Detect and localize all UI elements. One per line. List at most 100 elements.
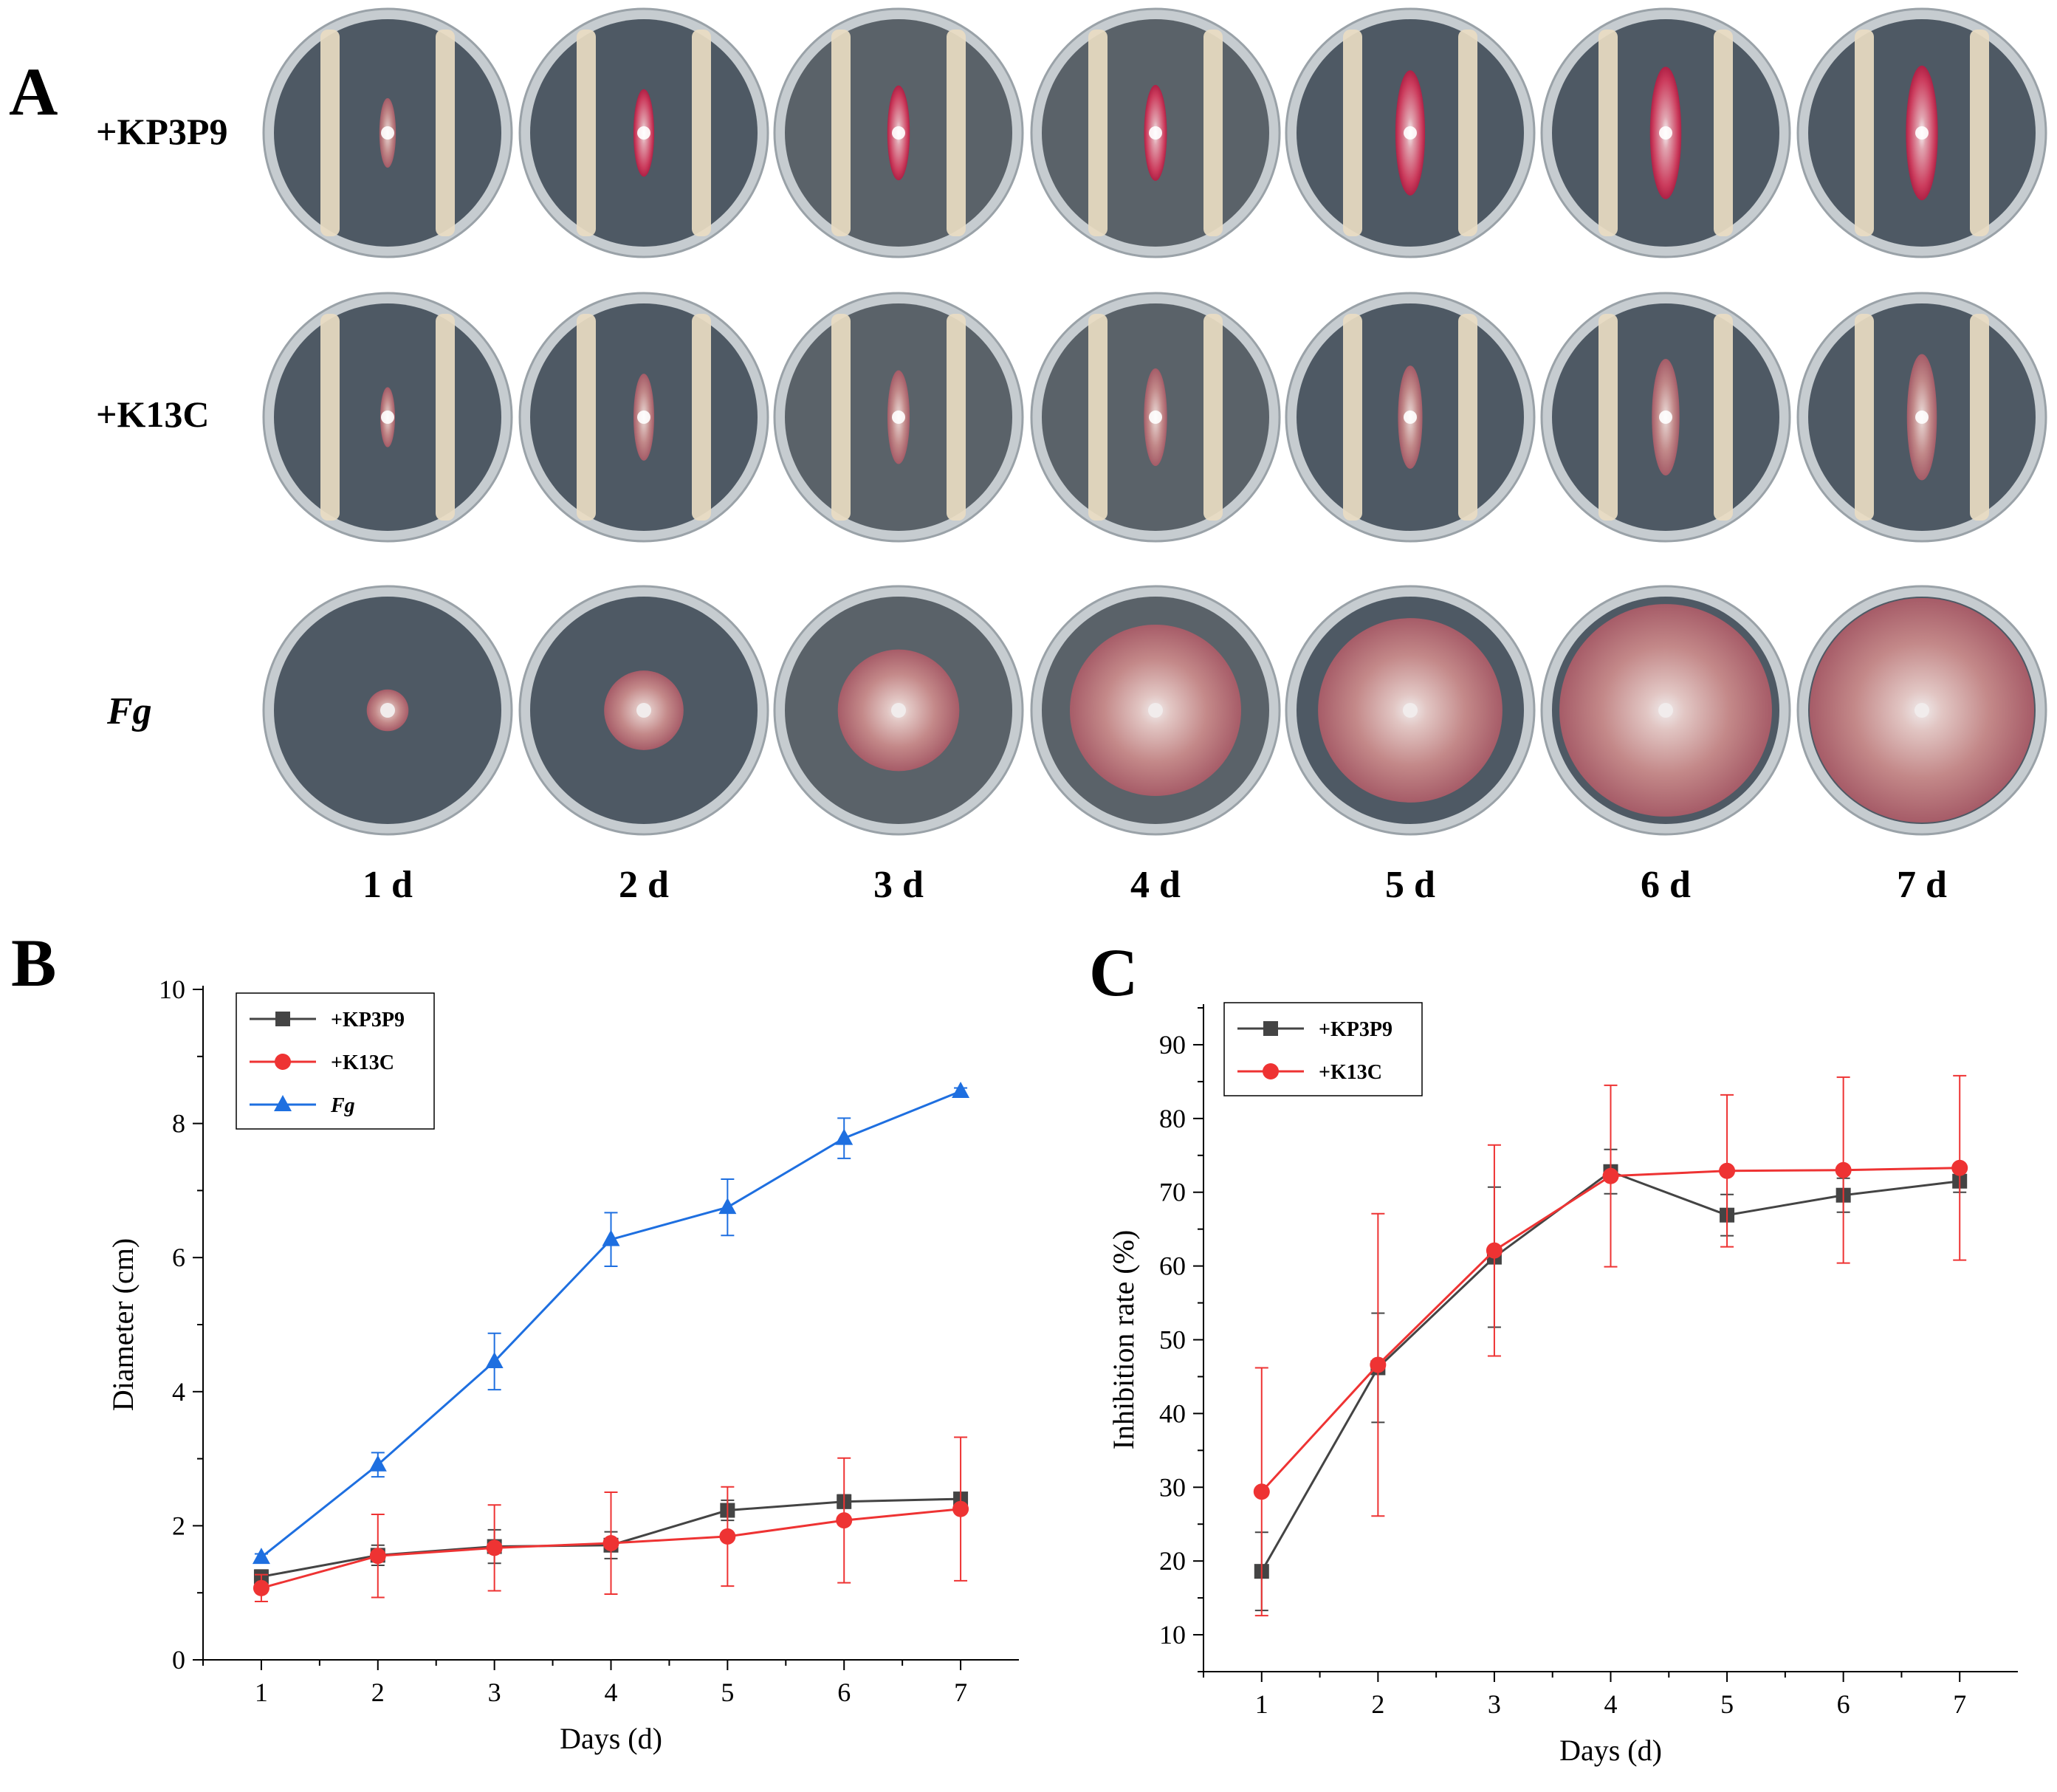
y-tick-label: 80 bbox=[1159, 1104, 1186, 1133]
bacterial-streak bbox=[1458, 314, 1477, 521]
legend-label: Fg bbox=[330, 1094, 355, 1117]
day-label: 2 d bbox=[619, 864, 669, 906]
legend-label: +K13C bbox=[331, 1051, 394, 1074]
inoculum-plug bbox=[1659, 126, 1672, 140]
x-tick-label: 1 bbox=[255, 1678, 268, 1707]
series-group bbox=[252, 1082, 970, 1565]
legend-marker bbox=[275, 1054, 291, 1070]
x-tick-label: 3 bbox=[488, 1678, 501, 1707]
bacterial-streak bbox=[320, 314, 340, 521]
legend-label: +KP3P9 bbox=[1319, 1018, 1392, 1041]
day-label: 3 d bbox=[873, 864, 924, 906]
legend-marker bbox=[1263, 1063, 1279, 1079]
inoculum-plug bbox=[891, 703, 906, 718]
x-tick-label: 5 bbox=[721, 1678, 734, 1707]
panel-a-letter: A bbox=[9, 54, 58, 129]
y-tick-label: 90 bbox=[1159, 1030, 1186, 1060]
x-tick-label: 4 bbox=[1604, 1689, 1618, 1719]
inoculum-plug bbox=[1149, 126, 1162, 140]
bacterial-streak bbox=[1714, 30, 1733, 236]
data-point bbox=[1835, 1161, 1852, 1178]
y-axis-label: Inhibition rate (%) bbox=[1107, 1230, 1140, 1450]
y-tick-label: 50 bbox=[1159, 1325, 1186, 1355]
row-label-kp3p9: +KP3P9 bbox=[96, 111, 227, 152]
inoculum-plug bbox=[1149, 411, 1162, 424]
petri-dish bbox=[1285, 585, 1536, 836]
legend-marker bbox=[274, 1095, 292, 1111]
inoculum-plug bbox=[1659, 411, 1672, 424]
bacterial-streak bbox=[1598, 30, 1618, 236]
data-point bbox=[369, 1548, 386, 1565]
bacterial-streak bbox=[1970, 314, 1989, 521]
bacterial-streak bbox=[577, 314, 596, 521]
bacterial-streak bbox=[692, 30, 711, 236]
data-point bbox=[1253, 1483, 1270, 1500]
petri-dish bbox=[1030, 585, 1281, 836]
petri-dish bbox=[1285, 7, 1536, 258]
data-point bbox=[252, 1548, 270, 1565]
panel-c-inhibition-chart: C 1 2 3 4 5 6 7 10 20 30 40 50 60 70 80 90 Days (d) Inhibi… bbox=[1089, 935, 2018, 1767]
x-tick-label: 6 bbox=[1837, 1689, 1850, 1719]
bacterial-streak bbox=[831, 30, 851, 236]
x-axis-label: Days (d) bbox=[560, 1722, 662, 1755]
y-tick-label: 70 bbox=[1159, 1178, 1186, 1207]
petri-dish bbox=[1796, 585, 2047, 836]
bacterial-streak bbox=[436, 30, 455, 236]
y-tick-label: 4 bbox=[172, 1377, 185, 1407]
legend-label: +KP3P9 bbox=[331, 1009, 405, 1031]
panel-letter: C bbox=[1089, 935, 1138, 1010]
inoculum-plug bbox=[1404, 126, 1417, 140]
inoculum-plug bbox=[381, 411, 394, 424]
bacterial-streak bbox=[947, 30, 966, 236]
data-point bbox=[602, 1229, 620, 1246]
legend-label: +K13C bbox=[1319, 1061, 1382, 1084]
x-tick-label: 5 bbox=[1720, 1689, 1734, 1719]
petri-dish bbox=[518, 585, 769, 836]
x-tick-label: 4 bbox=[605, 1678, 618, 1707]
legend-box bbox=[1223, 1002, 1423, 1096]
bacterial-streak bbox=[1343, 314, 1362, 521]
petri-dish bbox=[262, 585, 513, 836]
data-point bbox=[1370, 1356, 1387, 1373]
inoculum-plug bbox=[892, 126, 905, 140]
data-point bbox=[719, 1528, 736, 1545]
petri-dish bbox=[1796, 7, 2047, 258]
series-group bbox=[253, 1436, 969, 1603]
bacterial-streak bbox=[320, 30, 340, 236]
petri-dish bbox=[1796, 292, 2047, 543]
petri-dish bbox=[518, 292, 769, 543]
data-point bbox=[368, 1455, 387, 1472]
petri-dish bbox=[518, 7, 769, 258]
y-tick-label: 60 bbox=[1159, 1252, 1186, 1281]
petri-dish bbox=[262, 292, 513, 543]
data-point bbox=[1486, 1242, 1503, 1259]
y-tick-label: 6 bbox=[172, 1243, 185, 1272]
petri-dish bbox=[1540, 585, 1791, 836]
y-tick-label: 30 bbox=[1159, 1472, 1186, 1502]
petri-dish bbox=[773, 292, 1024, 543]
data-point bbox=[1602, 1167, 1619, 1184]
inoculum-plug bbox=[1915, 126, 1929, 140]
inoculum-plug bbox=[1404, 411, 1417, 424]
day-label: 5 d bbox=[1385, 864, 1435, 906]
y-tick-label: 20 bbox=[1159, 1546, 1186, 1576]
data-point bbox=[486, 1539, 503, 1556]
y-tick-label: 10 bbox=[1159, 1620, 1186, 1649]
panel-letter: B bbox=[11, 925, 56, 1000]
bacterial-streak bbox=[1203, 314, 1223, 521]
petri-dish bbox=[1030, 7, 1281, 258]
y-tick-label: 10 bbox=[159, 975, 185, 1004]
series-line bbox=[260, 1090, 961, 1559]
row-label-k13c: +K13C bbox=[96, 394, 210, 435]
data-point bbox=[1951, 1159, 1968, 1176]
x-tick-label: 6 bbox=[837, 1678, 851, 1707]
petri-dish bbox=[1285, 292, 1536, 543]
day-label: 6 d bbox=[1641, 864, 1691, 906]
inoculum-plug bbox=[637, 411, 650, 424]
data-point bbox=[718, 1198, 737, 1215]
bacterial-streak bbox=[1088, 314, 1108, 521]
bacterial-streak bbox=[831, 314, 851, 521]
inoculum-plug bbox=[381, 126, 394, 140]
panel-b-diameter-chart: B 1 2 3 4 5 6 7 0 2 4 6 8 10 Days (d) Diameter (cm) +KP3… bbox=[11, 925, 1019, 1755]
legend: +KP3P9 +K13C bbox=[1223, 1002, 1423, 1096]
